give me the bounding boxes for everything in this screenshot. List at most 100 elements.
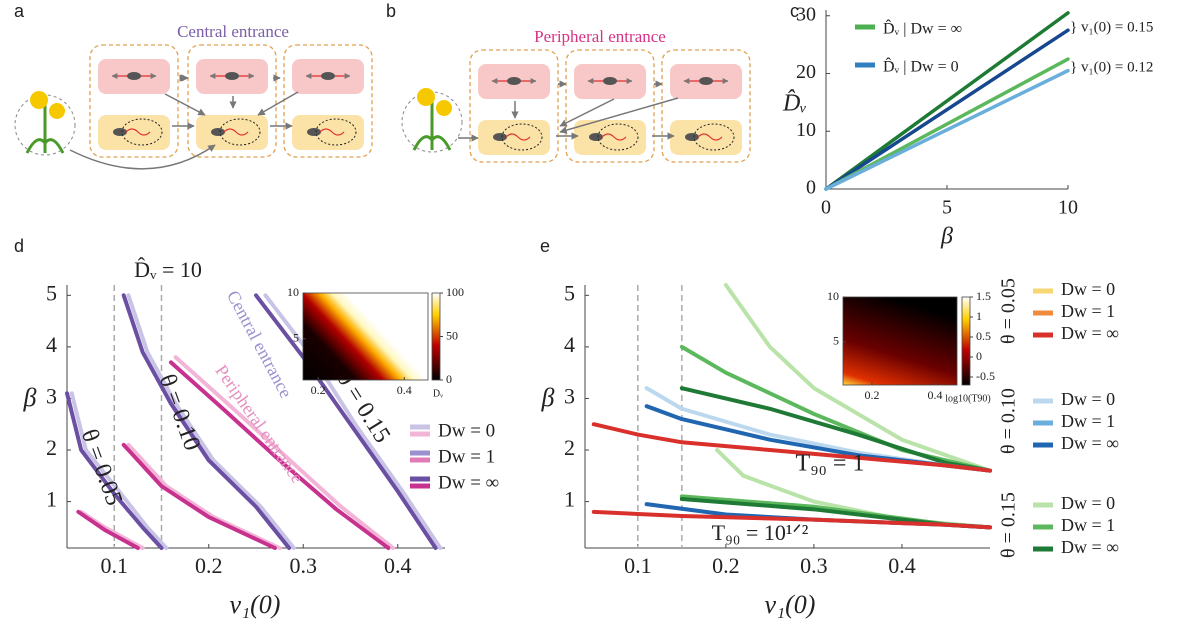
bee <box>113 128 127 136</box>
y-tick-label: 3 <box>46 383 57 408</box>
bee <box>507 77 521 85</box>
legend-label: Dw = 0 <box>438 420 495 441</box>
y-tick-label: 30 <box>796 3 816 25</box>
legend-label: Dw = 1 <box>438 446 495 467</box>
compartment <box>565 49 655 163</box>
y-axis-label: D̂ᵥ <box>782 90 807 117</box>
colorbar-label: log10(T90) <box>945 393 991 404</box>
flower-stem <box>25 105 65 154</box>
y-tick-label: 2 <box>564 435 575 460</box>
dance-loop <box>693 123 735 151</box>
flower <box>417 88 435 106</box>
series-line <box>824 68 1070 191</box>
annotation: D̂ᵥ = 10 <box>134 257 202 282</box>
transition-arrow <box>164 93 206 116</box>
series-line <box>173 355 396 550</box>
y-tick-label: 4 <box>564 332 575 357</box>
compartment <box>661 49 751 163</box>
bee <box>211 128 225 136</box>
dancing-state <box>478 120 550 155</box>
dance-loop <box>219 118 261 146</box>
transition-arrow <box>559 97 679 134</box>
bee <box>699 77 713 85</box>
bee <box>685 133 699 141</box>
dance-path <box>601 133 627 141</box>
dance-path <box>319 128 345 136</box>
flower-stem <box>412 102 452 151</box>
annotation: } v₁(0) = 0.12 <box>1070 59 1153 75</box>
bee <box>307 128 321 136</box>
colorbar-tick-label: 1 <box>976 309 982 323</box>
legend-title: θ = 0.15 <box>998 492 1020 558</box>
x-tick-label: 0.3 <box>290 553 318 578</box>
y-tick-label: 0 <box>806 177 816 199</box>
annotation: T₉₀ = 1 <box>796 451 865 477</box>
legend-label: Dw = 1 <box>1061 515 1115 535</box>
y-tick-label: 5 <box>46 280 57 305</box>
inset-heatmap <box>842 296 958 386</box>
inset-x-tick-label: 0.4 <box>397 383 412 397</box>
legend-label: Dw = 0 <box>1061 389 1115 409</box>
inset-y-tick-label: 5 <box>293 331 299 345</box>
dance-path <box>505 133 531 141</box>
annotation: T₉₀ = 10¹ᐟ² <box>712 520 809 545</box>
y-tick-label: 5 <box>564 280 575 305</box>
y-tick-label: 10 <box>796 119 816 141</box>
legend-label: Dw = 1 <box>1061 301 1115 321</box>
compartment <box>469 49 559 163</box>
colorbar-tick-label: 1.5 <box>976 289 991 303</box>
annotation: } v₁(0) = 0.15 <box>1070 19 1153 35</box>
dance-path <box>697 133 723 141</box>
y-axis-label: β <box>23 383 37 412</box>
x-tick-label: 0.2 <box>195 553 223 578</box>
series-line <box>126 293 296 550</box>
y-tick-label: 2 <box>46 435 57 460</box>
inset-x-tick-label: 0.2 <box>311 383 326 397</box>
legend-title: θ = 0.05 <box>998 278 1020 344</box>
x-tick-label: 0 <box>821 197 831 219</box>
panel-label: e <box>540 236 550 256</box>
inset-y-tick-label: 5 <box>833 334 839 348</box>
series-line <box>121 442 277 550</box>
series-line <box>824 11 1070 191</box>
panel-label: c <box>790 1 799 21</box>
bee <box>589 133 603 141</box>
transition-arrow <box>559 98 615 127</box>
series-line <box>824 28 1070 191</box>
annotation: Peripheral entrance <box>211 361 307 487</box>
legend-label: Dw = 0 <box>1061 493 1115 513</box>
dance-loop <box>121 118 163 146</box>
inset-y-tick-label: 10 <box>827 289 839 303</box>
dancing-state <box>292 115 364 150</box>
series-line <box>254 293 438 550</box>
inset-colorbar <box>961 296 971 386</box>
colorbar-tick-label: 0 <box>976 349 982 363</box>
dancing-state <box>574 120 646 155</box>
y-tick-label: 1 <box>564 487 575 512</box>
x-axis-label: v₁(0) <box>230 590 281 619</box>
diagram-title: Central entrance <box>177 22 289 41</box>
series-line <box>69 391 169 550</box>
x-tick-label: 0.2 <box>712 553 740 578</box>
dancing-state <box>98 115 170 150</box>
series-line <box>263 293 443 550</box>
compartment <box>187 44 277 158</box>
inset-y-tick-label: 10 <box>287 285 299 299</box>
bee <box>321 72 335 80</box>
flower-area <box>401 91 463 153</box>
panel-label: a <box>14 1 25 21</box>
colorbar-tick-label: 0 <box>446 372 452 386</box>
colorbar-tick-label: -0.5 <box>976 369 995 383</box>
dance-path <box>223 128 249 136</box>
inset-colorbar <box>431 292 441 381</box>
y-tick-label: 4 <box>46 332 57 357</box>
annotation: θ = 0.05 <box>76 426 127 509</box>
bee <box>127 72 141 80</box>
legend-label: Dw = ∞ <box>438 472 499 493</box>
legend-label: Dw = 0 <box>1061 279 1115 299</box>
series-line <box>76 509 140 550</box>
legend-label: Dw = ∞ <box>1061 433 1119 453</box>
inset-x-tick-label: 0.2 <box>864 388 879 402</box>
dancing-state <box>196 115 268 150</box>
